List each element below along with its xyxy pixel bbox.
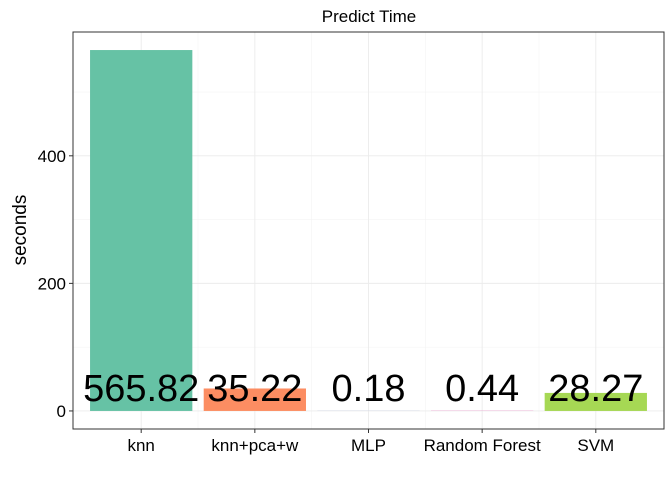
x-tick-label: knn+pca+w (211, 436, 299, 455)
data-label: 565.82 (83, 368, 199, 410)
y-axis-title: seconds (10, 195, 31, 266)
bars (90, 50, 647, 411)
x-tick-label: MLP (351, 436, 386, 455)
y-tick-label: 200 (38, 274, 66, 293)
chart-title: Predict Time (322, 7, 416, 26)
y-axis: 0 200 400 (38, 147, 73, 421)
data-label: 0.44 (445, 368, 519, 410)
y-tick-label: 400 (38, 147, 66, 166)
y-tick-label: 0 (57, 402, 66, 421)
bar-knn-pca-w (203, 388, 306, 411)
data-labels: 565.82 35.22 0.18 0.44 28.27 (83, 368, 643, 410)
bar-svm (544, 392, 647, 411)
x-tick-label: knn (127, 436, 154, 455)
x-tick-label: Random Forest (424, 436, 541, 455)
x-axis: knn knn+pca+w MLP Random Forest SVM (127, 429, 614, 455)
x-tick-label: SVM (577, 436, 614, 455)
data-label: 28.27 (548, 368, 643, 410)
bar-knn (90, 50, 193, 411)
data-label: 0.18 (332, 368, 406, 410)
data-label: 35.22 (207, 368, 302, 410)
